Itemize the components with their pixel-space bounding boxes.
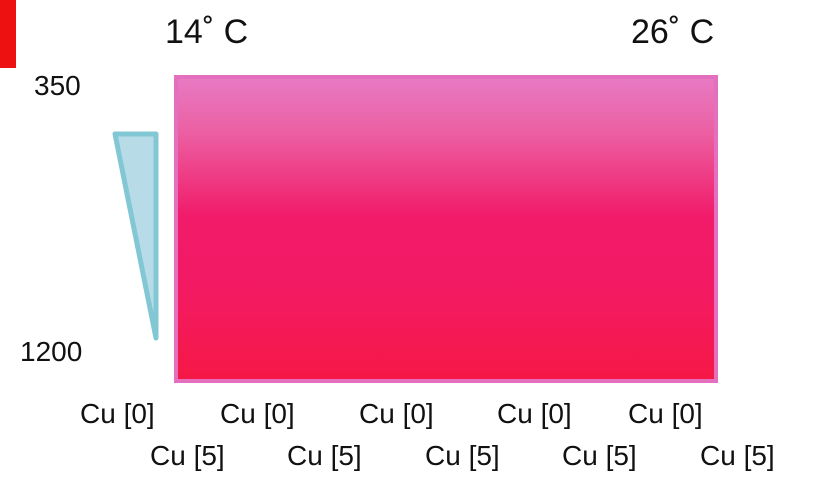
temperature-right-label: 26˚ C [631, 13, 715, 51]
red-marker [0, 0, 16, 68]
gradient-panel [174, 75, 718, 383]
cu-label-row2-2: Cu [5] [287, 440, 362, 471]
cu-label-row1-2: Cu [0] [220, 398, 295, 429]
depth-wedge [112, 131, 159, 341]
cu-label-row2-3: Cu [5] [425, 440, 500, 471]
depth-top-label: 350 [34, 70, 81, 101]
cu-label-row1-3: Cu [0] [359, 398, 434, 429]
cu-label-row1-4: Cu [0] [497, 398, 572, 429]
temperature-left-label: 14˚ C [165, 13, 249, 51]
cu-label-row1-1: Cu [0] [80, 398, 155, 429]
depth-bottom-label: 1200 [20, 336, 83, 367]
cu-label-row2-5: Cu [5] [700, 440, 775, 471]
cu-label-row1-5: Cu [0] [628, 398, 703, 429]
cu-label-row2-4: Cu [5] [562, 440, 637, 471]
cu-label-row2-1: Cu [5] [150, 440, 225, 471]
